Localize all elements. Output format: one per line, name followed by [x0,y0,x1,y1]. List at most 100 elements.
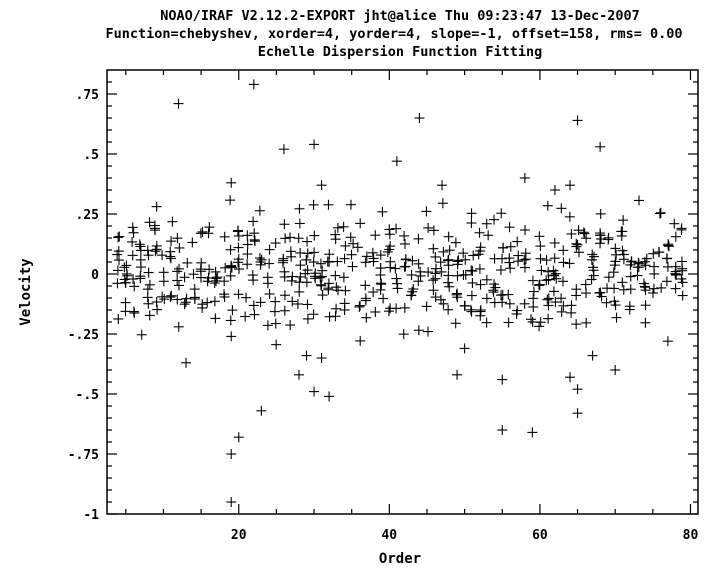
data-point [301,277,312,288]
data-point [640,260,651,271]
data-point [270,318,281,329]
data-point [361,312,372,323]
data-point [219,289,230,300]
data-point [179,272,190,283]
data-point [370,306,381,317]
data-point [144,279,155,290]
data-point [520,254,531,265]
data-point [180,297,191,308]
data-point [609,283,620,294]
data-point [135,241,146,252]
data-point [541,255,552,266]
data-point [625,271,636,282]
data-point [360,280,371,291]
data-point [437,198,448,209]
data-point [262,320,273,331]
data-point [172,294,183,305]
data-point [149,220,160,231]
data-point [339,253,350,264]
data-point [639,281,650,292]
data-point [294,203,305,214]
data-point [370,230,381,241]
data-point [654,208,665,219]
data-point [573,225,584,236]
data-point [301,350,312,361]
data-point [332,222,343,233]
data-point [264,244,275,255]
data-point [189,284,200,295]
data-point [579,228,590,239]
x-tick-label: 20 [231,528,247,543]
data-point [670,283,681,294]
data-point [527,275,538,286]
data-point [640,300,651,311]
data-point [663,241,674,252]
y-tick-label: .75 [76,88,99,103]
data-point [226,262,237,273]
data-point [595,228,606,239]
data-point [661,276,672,287]
data-point [209,278,220,289]
data-point [151,201,162,212]
data-point [473,249,484,260]
y-axis: .75 .5 .25 0 -.25 -.5 -.75 -1 [68,81,698,523]
data-point [543,313,554,324]
data-point [459,343,470,354]
data-point [376,279,387,290]
data-point [209,296,220,307]
data-point [135,273,146,284]
data-point [143,250,154,261]
data-point [382,246,393,257]
data-point [549,253,560,264]
data-point [226,449,237,459]
data-point [114,231,125,242]
data-point [587,350,598,361]
data-point [610,243,621,254]
data-point [663,239,674,250]
data-point [360,257,371,268]
data-point [460,269,471,280]
data-point [144,217,155,228]
data-point [360,295,371,306]
data-point [430,292,441,303]
data-point [428,225,439,236]
data-point [143,267,154,278]
data-point [391,303,402,314]
data-point [676,273,687,284]
data-point [181,357,192,368]
data-point [167,216,178,227]
data-point [269,306,280,317]
data-point [475,242,486,253]
data-point [676,223,687,234]
data-point [474,227,485,238]
data-point [323,199,334,210]
data-point [383,306,394,317]
data-point [197,299,208,310]
data-point [474,263,485,274]
data-point [451,289,462,300]
data-point [641,253,652,264]
data-point [450,318,461,329]
data-point [391,273,402,284]
data-point [527,427,538,438]
data-point [520,225,531,236]
data-point [249,309,260,320]
x-axis: 20 40 60 80 [125,70,698,543]
data-point [316,271,327,282]
data-points [112,79,688,507]
data-point [256,254,267,265]
data-point [505,241,516,252]
data-point [503,289,514,300]
data-point [338,221,349,232]
data-point [497,297,508,308]
data-point [187,237,198,248]
data-point [670,231,681,242]
data-point [226,497,237,507]
data-point [572,408,583,419]
data-point [677,290,688,301]
data-point [466,306,477,317]
data-point [279,290,290,301]
data-point [368,287,379,298]
data-point [543,293,554,304]
data-point [120,297,131,308]
